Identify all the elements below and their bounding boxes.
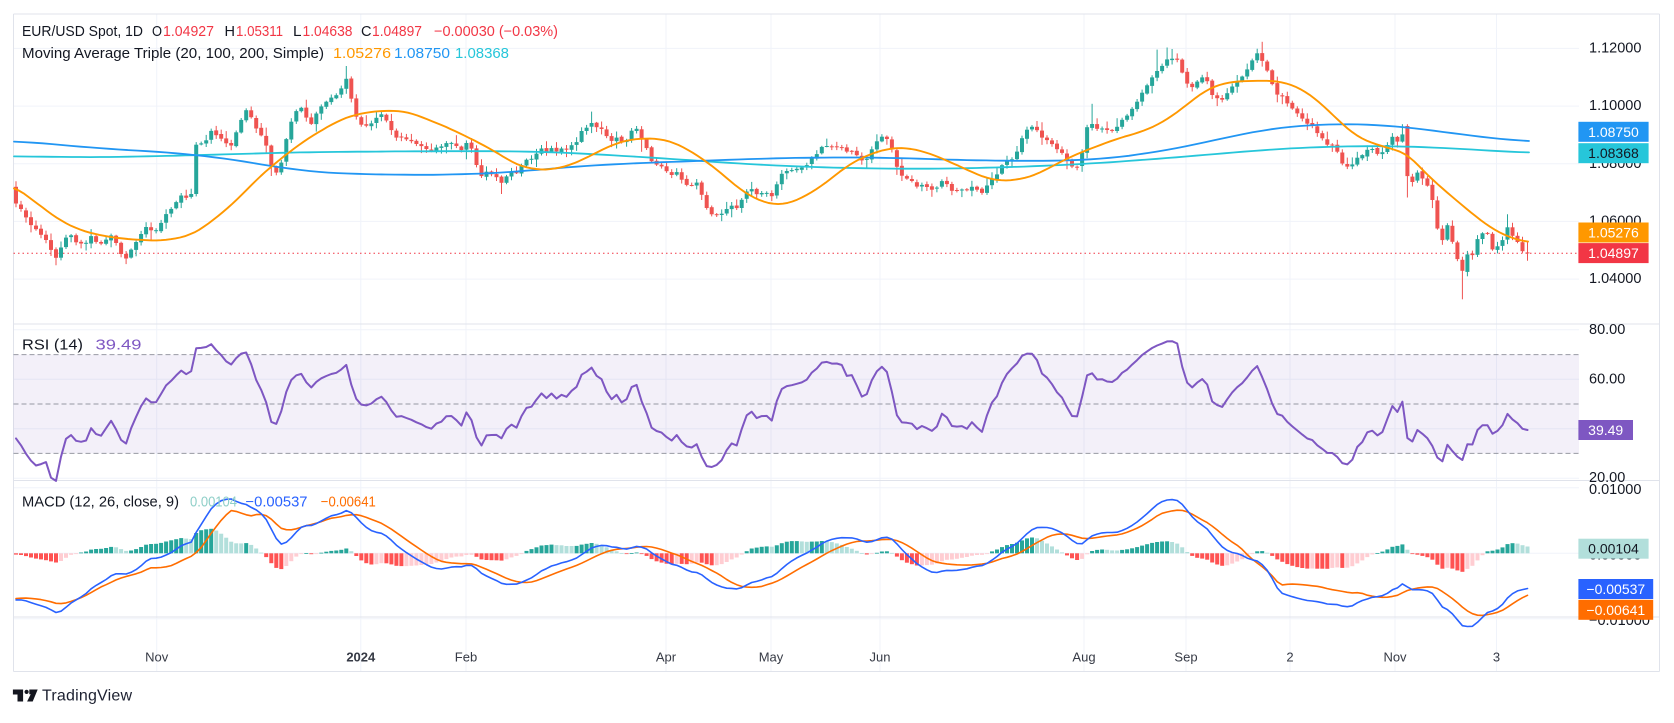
- svg-text:1.04927: 1.04927: [163, 24, 214, 40]
- svg-text:0.00104: 0.00104: [1588, 541, 1639, 557]
- svg-text:Nov: Nov: [1383, 650, 1407, 665]
- svg-text:1.05276: 1.05276: [1588, 225, 1639, 241]
- svg-text:TradingView: TradingView: [42, 688, 132, 705]
- svg-text:Moving Average Triple (20, 100: Moving Average Triple (20, 100, 200, Sim…: [22, 46, 324, 62]
- svg-text:0.00104: 0.00104: [190, 495, 237, 511]
- svg-text:H: H: [225, 24, 236, 40]
- svg-text:39.49: 39.49: [1588, 422, 1623, 438]
- svg-text:MACD (12, 26, close, 9): MACD (12, 26, close, 9): [22, 495, 179, 511]
- svg-text:1.04000: 1.04000: [1589, 271, 1641, 287]
- svg-text:May: May: [759, 650, 784, 665]
- svg-text:80.00: 80.00: [1589, 322, 1625, 338]
- svg-text:20.00: 20.00: [1589, 470, 1625, 486]
- svg-text:O: O: [152, 24, 162, 40]
- svg-text:2024: 2024: [346, 650, 376, 665]
- svg-text:1.04638: 1.04638: [303, 24, 353, 40]
- svg-text:EUR/USD Spot, 1D: EUR/USD Spot, 1D: [22, 24, 143, 40]
- svg-text:1.04897: 1.04897: [1588, 245, 1639, 261]
- svg-text:Jun: Jun: [870, 650, 891, 665]
- svg-text:−0.00641: −0.00641: [1586, 602, 1645, 618]
- svg-text:1.04897: 1.04897: [372, 24, 422, 40]
- svg-text:1.12000: 1.12000: [1589, 40, 1641, 56]
- svg-text:39.49: 39.49: [96, 338, 142, 354]
- svg-text:1.10000: 1.10000: [1589, 98, 1641, 114]
- svg-text:3: 3: [1493, 650, 1500, 665]
- svg-text:Aug: Aug: [1072, 650, 1095, 665]
- svg-text:L: L: [293, 24, 302, 40]
- svg-text:1.08368: 1.08368: [1588, 145, 1639, 161]
- svg-text:0.01000: 0.01000: [1589, 482, 1641, 498]
- svg-text:−0.00030 (−0.03%): −0.00030 (−0.03%): [434, 24, 558, 40]
- svg-text:Apr: Apr: [656, 650, 677, 665]
- svg-text:Feb: Feb: [455, 650, 477, 665]
- svg-text:−0.00537: −0.00537: [1586, 581, 1645, 597]
- svg-text:1.08368: 1.08368: [455, 46, 509, 62]
- svg-text:−0.00537: −0.00537: [246, 495, 308, 511]
- svg-text:1.08750: 1.08750: [394, 46, 450, 62]
- svg-text:RSI (14): RSI (14): [22, 338, 83, 354]
- svg-text:C: C: [361, 24, 372, 40]
- svg-text:2: 2: [1286, 650, 1293, 665]
- svg-text:60.00: 60.00: [1589, 371, 1625, 387]
- svg-text:1.05276: 1.05276: [333, 46, 391, 62]
- svg-text:1.05311: 1.05311: [236, 24, 283, 40]
- svg-text:1.08750: 1.08750: [1588, 124, 1639, 140]
- svg-text:−0.00641: −0.00641: [321, 495, 376, 511]
- svg-text:Sep: Sep: [1174, 650, 1197, 665]
- svg-text:Nov: Nov: [145, 650, 169, 665]
